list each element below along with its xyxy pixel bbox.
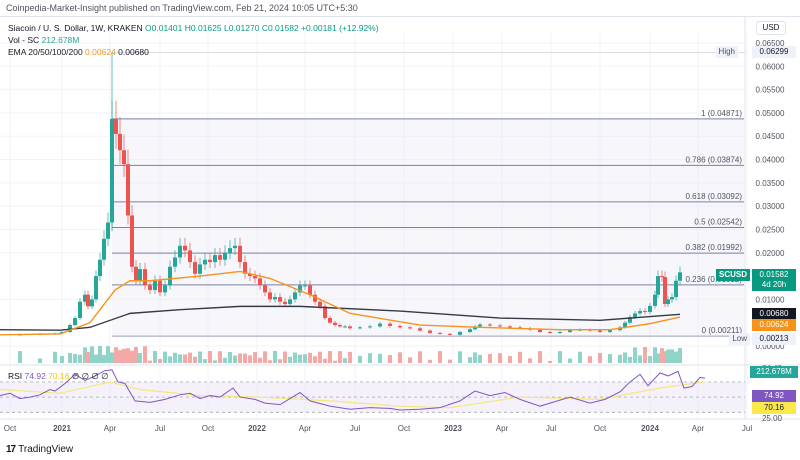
ohlc-high: H0.01625	[184, 23, 222, 33]
svg-text:0.01000: 0.01000	[756, 295, 785, 304]
ema-label: EMA 20/50/100/200	[8, 47, 83, 57]
svg-text:Jul: Jul	[155, 424, 165, 433]
rsi-extra: ∅ ∅ ∅ ∅	[71, 371, 109, 381]
svg-text:0.04000: 0.04000	[756, 156, 785, 165]
svg-text:Jul: Jul	[350, 424, 360, 433]
high-label: High	[715, 46, 738, 58]
low-label: Low	[729, 333, 750, 345]
svg-text:Apr: Apr	[299, 424, 312, 433]
svg-text:25.00: 25.00	[762, 414, 783, 423]
svg-text:0.5 (0.02542): 0.5 (0.02542)	[694, 218, 742, 227]
ohlc-close: C0.01582	[261, 23, 299, 33]
ema-legend: EMA 20/50/100/200 0.00624 0.00680	[8, 47, 149, 57]
volume-label: Vol - SC	[8, 35, 40, 45]
svg-text:0.236 (0.01312): 0.236 (0.01312)	[686, 275, 743, 284]
svg-text:0.382 (0.01992): 0.382 (0.01992)	[686, 243, 743, 252]
svg-text:0.02000: 0.02000	[756, 249, 785, 258]
tradingview-footer[interactable]: 17 TradingView	[6, 444, 73, 455]
ema200-tag: 0.00680	[752, 308, 796, 320]
svg-text:Oct: Oct	[202, 424, 215, 433]
svg-text:2022: 2022	[248, 424, 266, 433]
ema20-tag: 0.00624	[752, 319, 796, 331]
chart-frame[interactable]: 0.06500 0.06000 0.05500 0.05000 0.04500 0.040…	[0, 16, 800, 436]
svg-text:2021: 2021	[53, 424, 71, 433]
svg-text:0.04500: 0.04500	[756, 132, 785, 141]
svg-text:Jul: Jul	[546, 424, 556, 433]
rsi-ma-tag: 70.16	[752, 402, 796, 414]
svg-text:0.03000: 0.03000	[756, 202, 785, 211]
last-price-tag: 0.01582 4d 20h	[752, 269, 796, 291]
publish-info: Coinpedia-Market-Insight published on Tr…	[6, 3, 358, 13]
svg-text:Apr: Apr	[104, 424, 117, 433]
svg-text:1 (0.04871): 1 (0.04871)	[701, 109, 742, 118]
rsi-ma-value: 70.16	[48, 371, 70, 381]
svg-text:0.00000: 0.00000	[756, 342, 785, 351]
price-chart[interactable]: 0.06500 0.06000 0.05500 0.05000 0.04500 0.040…	[0, 17, 800, 437]
ohlc-change: +0.00181 (+12.92%)	[301, 23, 379, 33]
low-value: 0.00213	[752, 333, 796, 345]
tradingview-logo-icon: 17	[6, 444, 16, 455]
svg-text:2023: 2023	[444, 424, 462, 433]
rsi-value: 74.92	[24, 371, 46, 381]
svg-text:Oct: Oct	[4, 424, 17, 433]
svg-text:Jul: Jul	[742, 424, 752, 433]
rsi-legend: RSI 74.92 70.16 ∅ ∅ ∅ ∅	[8, 371, 109, 382]
high-value: 0.06299	[752, 46, 796, 58]
last-price-value: 0.01582	[759, 270, 789, 279]
symbol-name: Siacoin / U. S. Dollar, 1W, KRAKEN	[8, 23, 143, 33]
volume-value: 212.678M	[41, 35, 80, 45]
rsi-label: RSI	[8, 371, 23, 381]
svg-text:Oct: Oct	[594, 424, 607, 433]
ema20-value: 0.00624	[85, 47, 116, 57]
symbol-legend: Siacoin / U. S. Dollar, 1W, KRAKEN O0.01…	[8, 23, 379, 33]
currency-button[interactable]: USD	[756, 21, 786, 35]
volume-legend: Vol - SC 212.678M	[8, 35, 79, 45]
svg-text:0.786 (0.03874): 0.786 (0.03874)	[686, 155, 743, 164]
ohlc-open: O0.01401	[145, 23, 183, 33]
volume-tag: 212.678M	[750, 366, 798, 378]
svg-text:0.06000: 0.06000	[756, 62, 785, 71]
last-price-symbol: SCUSD	[715, 269, 750, 281]
bar-countdown: 4d 20h	[761, 280, 787, 289]
tradingview-brand: TradingView	[18, 444, 74, 455]
rsi-tag: 74.92	[752, 390, 796, 402]
ema200-value: 0.00680	[118, 47, 149, 57]
svg-text:0.06500: 0.06500	[756, 39, 785, 48]
svg-text:2024: 2024	[641, 424, 659, 433]
svg-text:Apr: Apr	[692, 424, 705, 433]
svg-text:0.05500: 0.05500	[756, 86, 785, 95]
svg-text:0 (0.00211): 0 (0.00211)	[702, 326, 743, 335]
svg-text:0.03500: 0.03500	[756, 179, 785, 188]
svg-text:0.618 (0.03092): 0.618 (0.03092)	[686, 192, 743, 201]
svg-text:0.05000: 0.05000	[756, 109, 785, 118]
svg-text:Oct: Oct	[398, 424, 411, 433]
svg-text:0.02500: 0.02500	[756, 225, 785, 234]
svg-text:Apr: Apr	[496, 424, 509, 433]
ohlc-low: L0.01270	[223, 23, 260, 33]
